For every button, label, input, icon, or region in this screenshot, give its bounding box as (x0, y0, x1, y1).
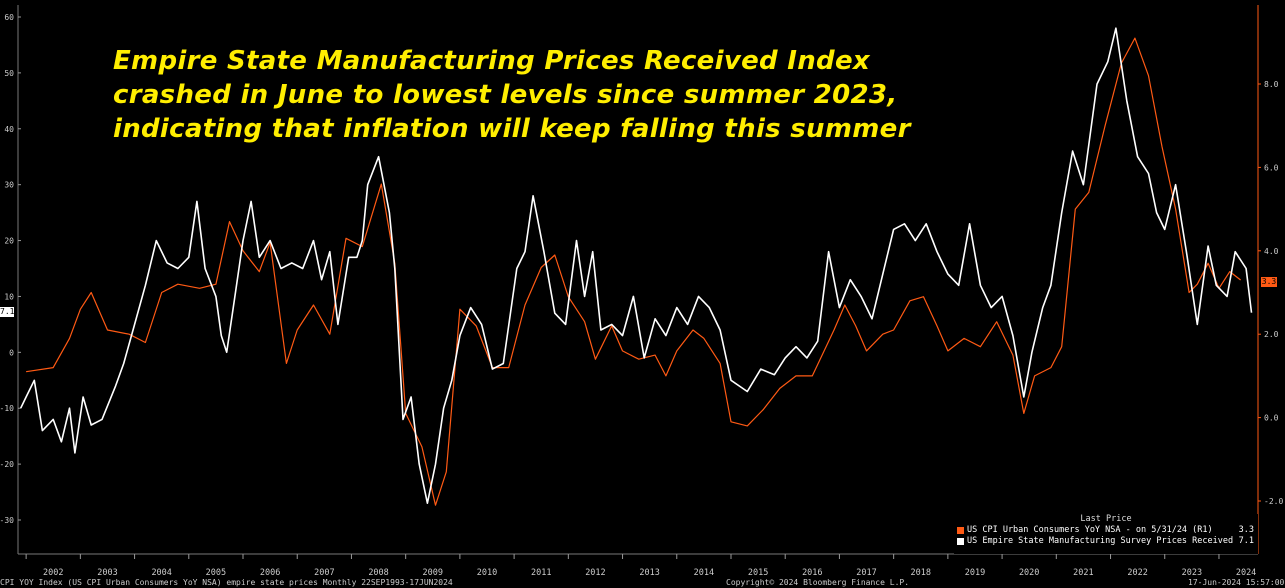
x-tick-label: 2007 (314, 568, 334, 578)
right-tick-label: 6.0 (1264, 163, 1279, 172)
left-tick-label: 60 (4, 13, 14, 22)
left-tick-label: 50 (4, 69, 14, 78)
footer-timestamp: 17-Jun-2024 15:57:00 (1188, 578, 1285, 587)
right-tick-label: 2.0 (1264, 330, 1279, 339)
left-tick-label: 0 (9, 348, 14, 357)
footer-left: CPI YOY Index (US CPI Urban Consumers Yo… (0, 578, 453, 587)
chart-annotation: Empire State Manufacturing Prices Receiv… (113, 44, 911, 146)
right-last-value-tag: 3.3 (1261, 277, 1277, 287)
x-tick-label: 2014 (694, 568, 714, 578)
left-last-value-tag: 7.1 (0, 307, 15, 317)
right-tick-label: 0.0 (1264, 414, 1279, 423)
annotation-line-1: Empire State Manufacturing Prices Receiv… (113, 46, 870, 76)
x-tick-label: 2013 (639, 568, 659, 578)
legend: Last Price US CPI Urban Consumers YoY NS… (954, 514, 1258, 554)
x-tick-label: 2010 (477, 568, 497, 578)
legend-swatch-icon (957, 538, 964, 545)
x-tick-label: 2017 (856, 568, 876, 578)
x-tick-label: 2005 (206, 568, 226, 578)
legend-label: US Empire State Manufacturing Survey Pri… (967, 536, 1235, 546)
right-tick-label: 8.0 (1264, 80, 1279, 89)
x-tick-label: 2012 (585, 568, 605, 578)
series-layer (19, 27, 1253, 506)
right-tick-label: -2.0 (1264, 497, 1283, 506)
x-tick-label: 2024 (1236, 568, 1256, 578)
legend-value: 7.1 (1238, 536, 1254, 546)
left-tick-label: -10 (0, 404, 14, 413)
legend-item-empire[interactable]: US Empire State Manufacturing Survey Pri… (954, 536, 1258, 547)
left-tick-label: 10 (4, 292, 14, 301)
left-tick-label: 20 (4, 237, 14, 246)
annotation-line-3: indicating that inflation will keep fall… (113, 114, 911, 144)
x-tick-label: 2008 (368, 568, 388, 578)
legend-value: 3.3 (1238, 525, 1254, 535)
left-tick-label: 40 (4, 125, 14, 134)
x-tick-label: 2020 (1019, 568, 1039, 578)
left-tick-label: 30 (4, 181, 14, 190)
series-line-empire-state (19, 27, 1253, 504)
x-tick-label: 2002 (43, 568, 63, 578)
x-tick-label: 2006 (260, 568, 280, 578)
x-tick-label: 2004 (151, 568, 171, 578)
x-tick-label: 2009 (423, 568, 443, 578)
x-tick-label: 2023 (1182, 568, 1202, 578)
x-tick-label: 2015 (748, 568, 768, 578)
x-tick-label: 2021 (1073, 568, 1093, 578)
x-tick-label: 2011 (531, 568, 551, 578)
left-tick-label: -20 (0, 460, 14, 469)
legend-swatch-icon (957, 527, 964, 534)
x-tick-label: 2022 (1127, 568, 1147, 578)
right-tick-label: 4.0 (1264, 247, 1279, 256)
legend-header: Last Price (1080, 514, 1132, 524)
right-axis: -2.0 0.0 2.0 4.0 6.0 8.0 (1257, 5, 1283, 554)
left-tick-label: -30 (0, 516, 14, 525)
legend-item-cpi[interactable]: US CPI Urban Consumers YoY NSA - on 5/31… (954, 525, 1258, 536)
x-tick-label: 2018 (911, 568, 931, 578)
x-tick-label: 2016 (802, 568, 822, 578)
x-tick-label: 2019 (965, 568, 985, 578)
legend-label: US CPI Urban Consumers YoY NSA - on 5/31… (967, 525, 1213, 535)
x-axis: 2002 2003 2004 2005 2006 2007 2008 2009 2010 2011… (18, 553, 1258, 578)
series-line-cpi (26, 37, 1241, 506)
left-axis: -30 -20 -10 0 10 20 30 40 50 60 (0, 5, 21, 554)
x-tick-label: 2003 (97, 568, 117, 578)
footer-copyright: Copyright© 2024 Bloomberg Finance L.P. (726, 578, 910, 587)
annotation-line-2: crashed in June to lowest levels since s… (113, 80, 898, 110)
